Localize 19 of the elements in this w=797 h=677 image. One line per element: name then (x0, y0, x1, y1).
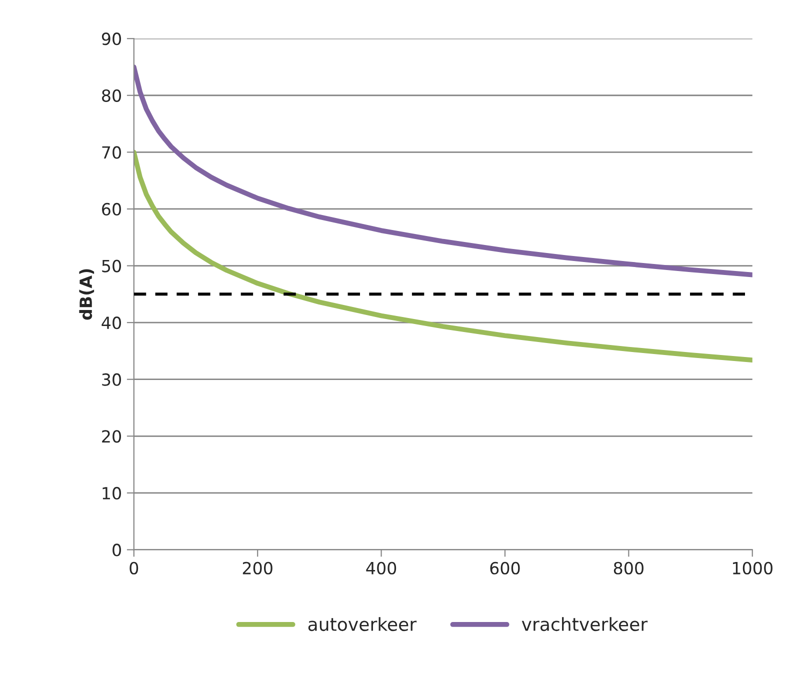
y-tick-label: 60 (102, 202, 121, 216)
y-tick-label: 40 (102, 316, 121, 330)
y-axis-title: dB(A) (79, 269, 94, 320)
y-tick-label: 0 (112, 544, 121, 556)
legend-label: autoverkeer (308, 617, 417, 632)
y-tick-label: 70 (102, 146, 121, 159)
y-tick-label: 10 (102, 486, 121, 500)
legend-label: vrachtverkeer (522, 617, 648, 632)
y-tick-label: 20 (102, 430, 121, 443)
x-tick-label: 1000 (732, 562, 772, 574)
y-tick-label: 50 (102, 260, 121, 272)
x-tick-label: 600 (490, 562, 520, 574)
x-tick-label: 400 (366, 562, 396, 574)
x-tick-label: 0 (130, 562, 138, 574)
x-tick-label: 800 (614, 562, 644, 574)
y-tick-label: 30 (102, 373, 121, 386)
x-tick-label: 200 (242, 562, 272, 574)
y-tick-label: 90 (102, 32, 121, 46)
y-tick-label: 80 (102, 89, 121, 102)
